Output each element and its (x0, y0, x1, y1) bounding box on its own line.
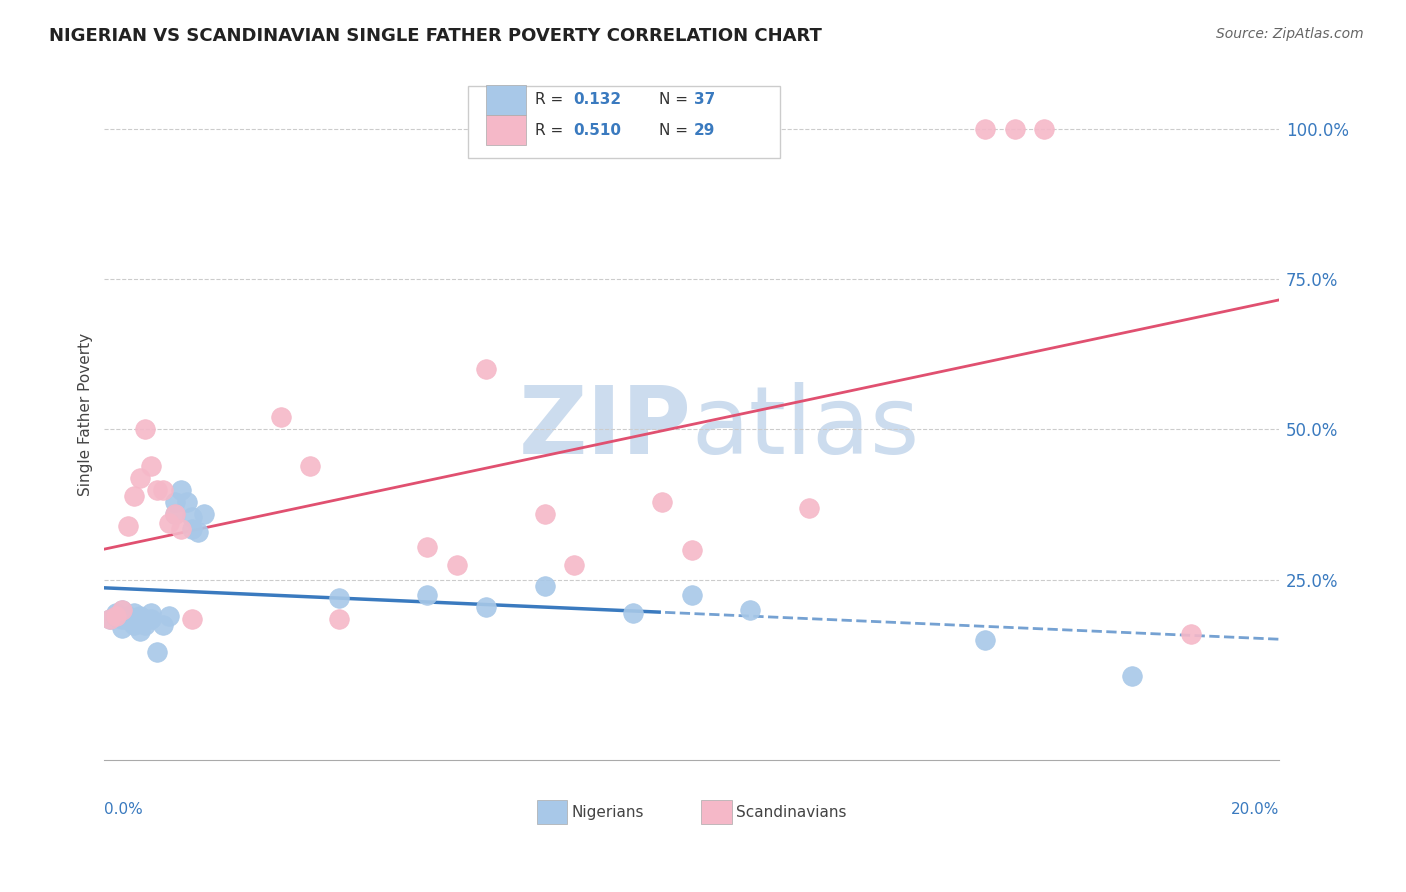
Point (1121, 669, 1143, 683)
Text: R =: R = (536, 123, 568, 137)
Text: Nigerians: Nigerians (572, 805, 644, 821)
Point (134, 612, 156, 626)
Point (193, 507, 215, 521)
Point (105, 608, 128, 623)
FancyBboxPatch shape (468, 86, 780, 159)
Point (163, 494, 186, 508)
Point (298, 458, 321, 473)
Point (416, 540, 439, 554)
Point (152, 483, 174, 497)
Text: Source: ZipAtlas.com: Source: ZipAtlas.com (1216, 27, 1364, 41)
Point (1004, 121, 1026, 136)
Point (163, 507, 186, 521)
Point (475, 362, 498, 376)
Point (98, 612, 121, 626)
Point (651, 494, 673, 508)
Point (416, 588, 439, 602)
Point (621, 606, 644, 620)
Point (181, 612, 204, 626)
Point (187, 524, 209, 539)
Point (974, 632, 997, 647)
Point (111, 621, 134, 635)
Point (141, 612, 163, 626)
FancyBboxPatch shape (537, 800, 567, 824)
Point (163, 507, 186, 521)
Point (176, 494, 198, 508)
Text: 0.0%: 0.0% (104, 803, 143, 817)
Point (122, 618, 145, 632)
Point (122, 489, 145, 503)
Point (797, 500, 820, 515)
Text: 20.0%: 20.0% (1230, 803, 1279, 817)
Point (533, 579, 555, 593)
Text: 0.132: 0.132 (574, 93, 621, 107)
Point (134, 618, 156, 632)
Text: atlas: atlas (692, 383, 920, 475)
Text: 0.510: 0.510 (574, 123, 621, 137)
Point (98, 612, 121, 626)
Point (134, 422, 156, 436)
Point (122, 612, 145, 626)
Point (128, 608, 150, 623)
Text: N =: N = (659, 93, 693, 107)
Point (181, 509, 204, 524)
Point (152, 618, 174, 632)
Point (740, 603, 762, 617)
Text: 29: 29 (695, 123, 716, 137)
Point (681, 588, 703, 602)
Y-axis label: Single Father Poverty: Single Father Poverty (79, 333, 93, 496)
Point (111, 603, 134, 617)
FancyBboxPatch shape (486, 115, 526, 145)
Text: ZIP: ZIP (519, 383, 692, 475)
Point (974, 121, 997, 136)
Point (141, 458, 163, 473)
Point (328, 591, 350, 605)
FancyBboxPatch shape (486, 85, 526, 115)
Text: NIGERIAN VS SCANDINAVIAN SINGLE FATHER POVERTY CORRELATION CHART: NIGERIAN VS SCANDINAVIAN SINGLE FATHER P… (49, 27, 823, 45)
Point (146, 645, 169, 659)
Point (117, 612, 139, 626)
Point (170, 483, 193, 497)
Point (105, 606, 128, 620)
Point (475, 599, 498, 614)
Point (562, 558, 585, 572)
Text: Scandinavians: Scandinavians (737, 805, 846, 821)
Text: 37: 37 (695, 93, 716, 107)
Point (157, 608, 180, 623)
Text: R =: R = (536, 93, 568, 107)
Point (117, 518, 139, 533)
Point (111, 603, 134, 617)
Point (146, 483, 169, 497)
Point (533, 507, 555, 521)
Text: N =: N = (659, 123, 693, 137)
Point (105, 608, 128, 623)
Point (328, 612, 350, 626)
Point (1033, 121, 1056, 136)
FancyBboxPatch shape (702, 800, 731, 824)
Point (157, 516, 180, 530)
Point (446, 558, 468, 572)
Point (181, 522, 204, 536)
Point (170, 522, 193, 536)
Point (270, 410, 292, 425)
Point (122, 606, 145, 620)
Point (681, 542, 703, 557)
Point (141, 606, 163, 620)
Point (111, 612, 134, 626)
Point (117, 608, 139, 623)
Point (128, 624, 150, 638)
Point (1180, 627, 1202, 641)
Point (128, 470, 150, 484)
